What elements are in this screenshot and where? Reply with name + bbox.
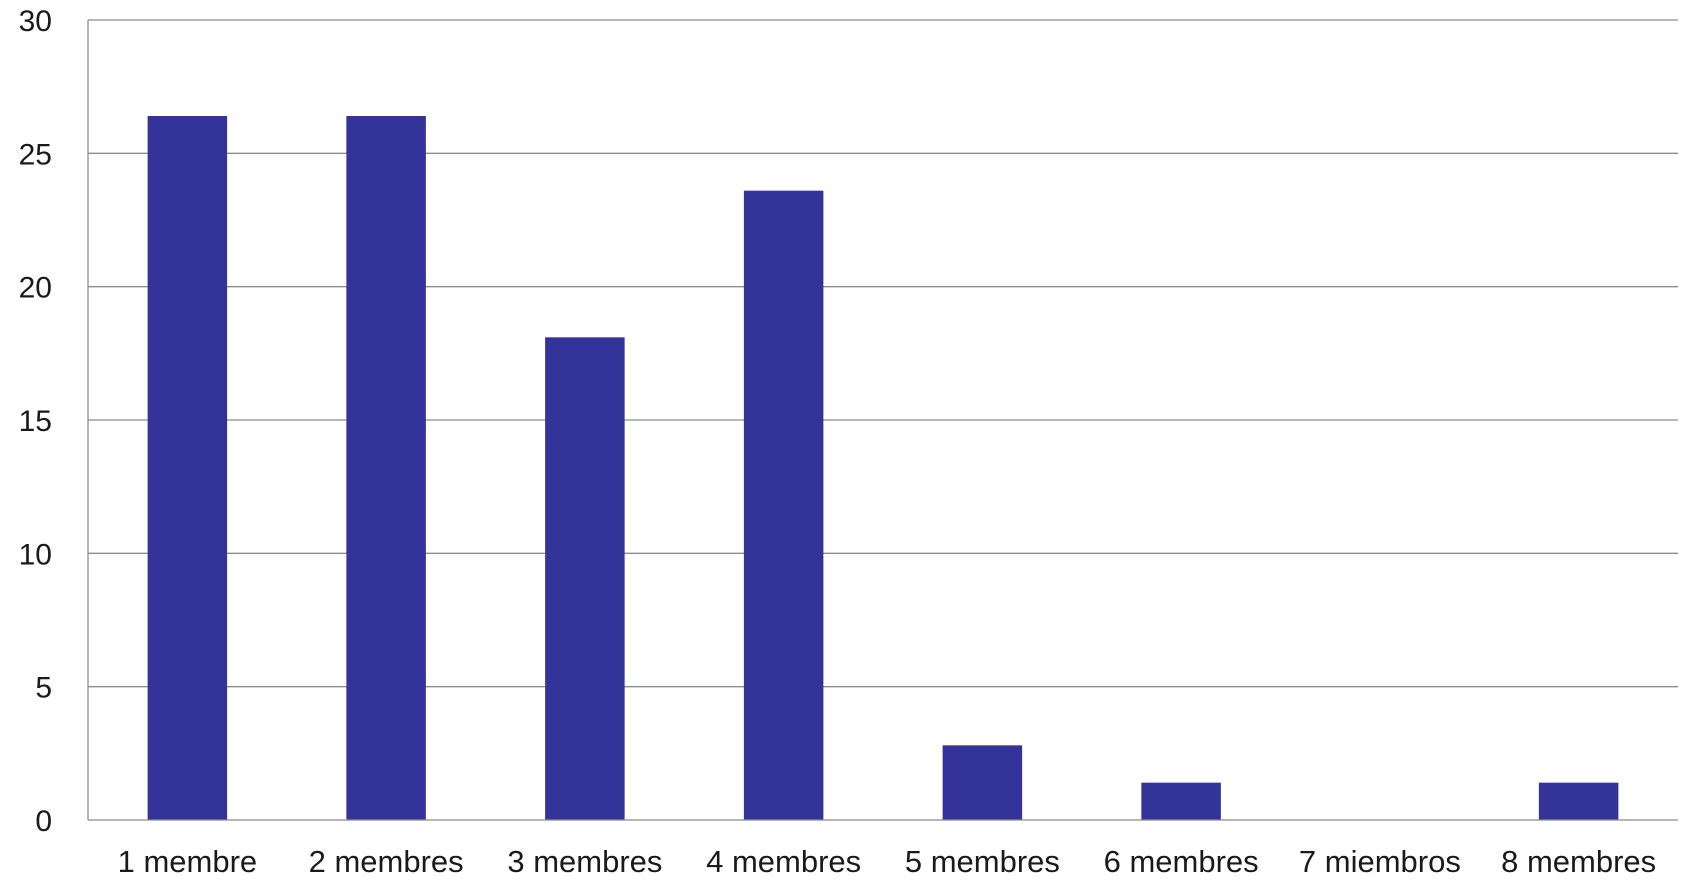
y-tick-labels: 0 5 10 15 20 25 30: [19, 5, 52, 838]
bar-5: [942, 745, 1023, 820]
x-tick-label: 3 membres: [507, 844, 662, 879]
axes: [87, 20, 1678, 821]
x-tick-label: 5 membres: [905, 844, 1060, 879]
y-tick-label: 5: [35, 672, 52, 705]
x-tick-label: 2 membres: [309, 844, 464, 879]
x-tick-label: 8 membres: [1501, 844, 1656, 879]
bar-4: [743, 190, 824, 820]
y-tick-label: 15: [19, 405, 52, 438]
bar-1: [147, 116, 228, 820]
y-tick-label: 25: [19, 138, 52, 171]
gridlines: [88, 19, 1678, 688]
bar-6: [1141, 782, 1221, 820]
x-tick-label: 4 membres: [706, 844, 861, 879]
y-tick-label: 0: [35, 805, 52, 838]
bar-8: [1538, 782, 1619, 820]
bar-3: [545, 337, 625, 820]
y-tick-label: 20: [19, 272, 52, 305]
x-tick-label: 1 membre: [118, 844, 258, 879]
x-tick-labels: 1 membre 2 membres 3 membres 4 membres 5 mem…: [118, 844, 1657, 879]
bars: [147, 116, 1619, 820]
y-tick-label: 10: [19, 538, 52, 571]
x-tick-label: 7 miembros: [1299, 844, 1461, 879]
bar-2: [346, 116, 426, 820]
x-tick-label: 6 membres: [1104, 844, 1259, 879]
y-tick-label: 30: [19, 5, 52, 38]
